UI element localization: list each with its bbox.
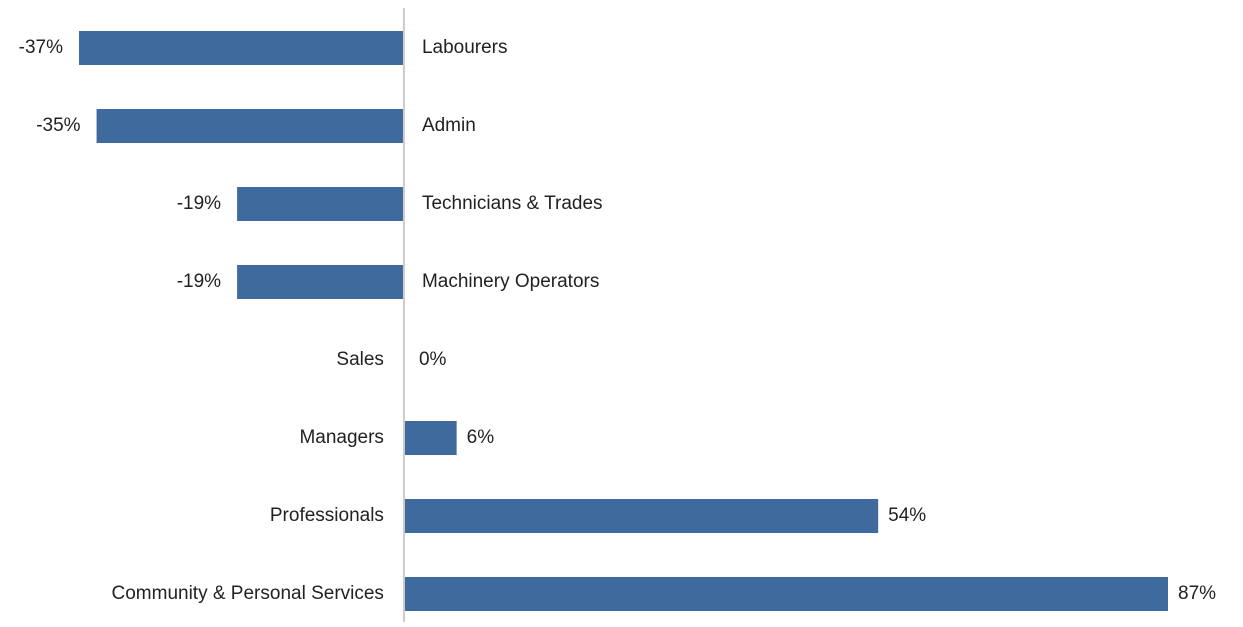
value-label: -19% bbox=[177, 271, 221, 292]
bar bbox=[237, 265, 404, 299]
value-label: -35% bbox=[36, 115, 80, 136]
category-label: Managers bbox=[299, 427, 384, 448]
value-label: 87% bbox=[1178, 583, 1216, 604]
category-label: Sales bbox=[336, 349, 384, 370]
value-label: 0% bbox=[419, 349, 447, 370]
category-label: Labourers bbox=[422, 37, 508, 58]
bar bbox=[403, 421, 457, 455]
category-label: Professionals bbox=[270, 505, 384, 526]
value-label: 54% bbox=[888, 505, 926, 526]
category-label: Admin bbox=[422, 115, 476, 136]
category-label: Machinery Operators bbox=[422, 271, 599, 292]
bar bbox=[237, 187, 404, 221]
bar bbox=[96, 109, 404, 143]
value-label: -37% bbox=[19, 37, 63, 58]
bar bbox=[403, 499, 879, 533]
bar bbox=[79, 31, 404, 65]
value-label: 6% bbox=[467, 427, 495, 448]
value-label: -19% bbox=[177, 193, 221, 214]
category-label: Community & Personal Services bbox=[112, 583, 384, 604]
bar bbox=[403, 577, 1168, 611]
category-label: Technicians & Trades bbox=[422, 193, 603, 214]
